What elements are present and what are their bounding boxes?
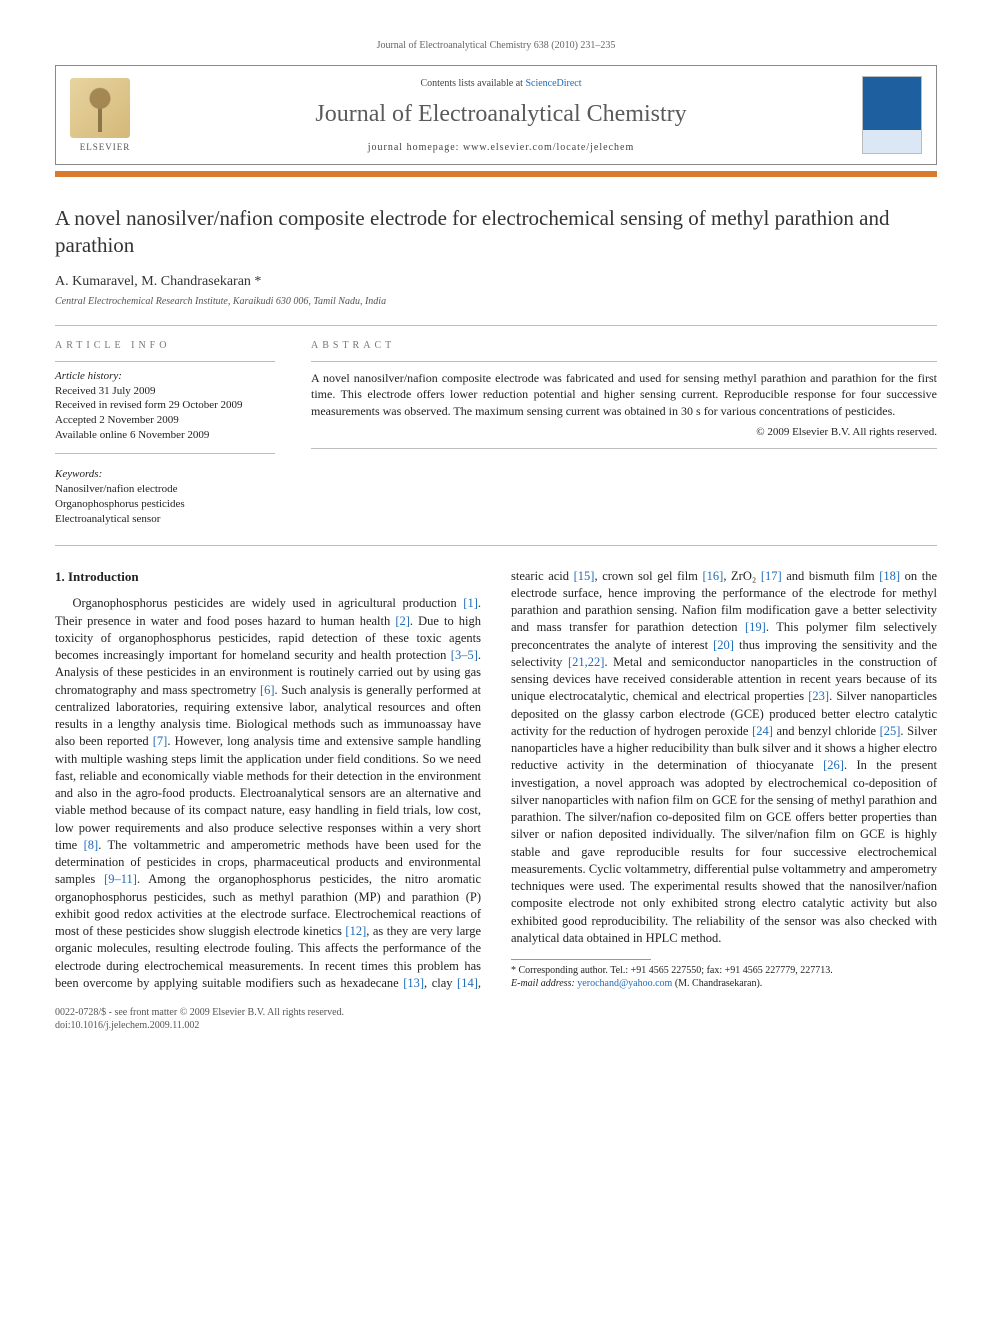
abstract-heading: ABSTRACT (311, 340, 937, 351)
front-matter-footer: 0022-0728/$ - see front matter © 2009 El… (55, 1006, 937, 1032)
article-history-label: Article history: (55, 370, 275, 382)
keywords-label: Keywords: (55, 468, 275, 480)
article-info-column: ARTICLE INFO Article history: Received 3… (55, 340, 275, 527)
ref-citation[interactable]: [1] (463, 596, 478, 610)
keyword-1: Nanosilver/nafion electrode (55, 482, 275, 497)
journal-cover-thumbnail (862, 76, 922, 154)
ref-citation[interactable]: [8] (84, 838, 99, 852)
article-title: A novel nanosilver/nafion composite elec… (55, 205, 937, 260)
ref-citation[interactable]: [16] (703, 569, 724, 583)
footnote-separator (511, 959, 651, 960)
history-received: Received 31 July 2009 (55, 384, 275, 399)
abstract-column: ABSTRACT A novel nanosilver/nafion compo… (311, 340, 937, 527)
email-label: E-mail address: (511, 978, 577, 989)
ref-citation[interactable]: [20] (713, 638, 734, 652)
history-online: Available online 6 November 2009 (55, 428, 275, 443)
abstract-copyright: © 2009 Elsevier B.V. All rights reserved… (311, 426, 937, 438)
authors: A. Kumaravel, M. Chandrasekaran * (55, 274, 937, 290)
doi-line: doi:10.1016/j.jelechem.2009.11.002 (55, 1019, 937, 1032)
introduction-paragraph: Organophosphorus pesticides are widely u… (55, 568, 937, 993)
ref-citation[interactable]: [2] (395, 614, 410, 628)
ref-citation[interactable]: [19] (745, 620, 766, 634)
keyword-2: Organophosphorus pesticides (55, 497, 275, 512)
email-suffix: (M. Chandrasekaran). (672, 978, 762, 989)
info-divider-2 (55, 453, 275, 454)
ref-citation[interactable]: [9–11] (104, 872, 137, 886)
section-heading-introduction: 1. Introduction (55, 568, 481, 586)
article-meta-row: ARTICLE INFO Article history: Received 3… (55, 326, 937, 545)
accent-bar (55, 171, 937, 177)
ref-citation[interactable]: [21,22] (568, 655, 604, 669)
ref-citation[interactable]: [15] (574, 569, 595, 583)
corr-note-text: * Corresponding author. Tel.: +91 4565 2… (511, 965, 833, 976)
ref-citation[interactable]: [26] (823, 758, 844, 772)
issn-line: 0022-0728/$ - see front matter © 2009 El… (55, 1006, 937, 1019)
ref-citation[interactable]: [12] (345, 924, 366, 938)
ref-citation[interactable]: [23] (808, 689, 829, 703)
contents-prefix: Contents lists available at (420, 78, 525, 89)
publisher-logo: ELSEVIER (70, 78, 140, 152)
history-revised: Received in revised form 29 October 2009 (55, 398, 275, 413)
ref-citation[interactable]: [6] (260, 683, 275, 697)
affiliation: Central Electrochemical Research Institu… (55, 296, 937, 307)
ref-citation[interactable]: [3–5] (451, 648, 478, 662)
abstract-text: A novel nanosilver/nafion composite elec… (311, 370, 937, 420)
journal-header-box: ELSEVIER Contents lists available at Sci… (55, 65, 937, 165)
ref-citation[interactable]: [18] (879, 569, 900, 583)
divider-before-body (55, 545, 937, 546)
article-info-heading: ARTICLE INFO (55, 340, 275, 351)
ref-citation[interactable]: [14] (457, 976, 478, 990)
corr-email-link[interactable]: yerochand@yahoo.com (577, 978, 672, 989)
ref-citation[interactable]: [25] (880, 724, 901, 738)
running-head: Journal of Electroanalytical Chemistry 6… (55, 40, 937, 51)
journal-homepage: journal homepage: www.elsevier.com/locat… (140, 142, 862, 153)
ref-citation[interactable]: [7] (153, 734, 168, 748)
journal-name: Journal of Electroanalytical Chemistry (140, 101, 862, 128)
keyword-3: Electroanalytical sensor (55, 512, 275, 527)
abstract-divider-bottom (311, 448, 937, 449)
article-body: 1. Introduction Organophosphorus pestici… (55, 568, 937, 993)
sciencedirect-link[interactable]: ScienceDirect (525, 78, 581, 89)
ref-citation[interactable]: [17] (761, 569, 782, 583)
contents-available-line: Contents lists available at ScienceDirec… (140, 78, 862, 89)
elsevier-tree-icon (70, 78, 130, 138)
ref-citation[interactable]: [24] (752, 724, 773, 738)
corresponding-author-note: * Corresponding author. Tel.: +91 4565 2… (511, 964, 937, 990)
history-accepted: Accepted 2 November 2009 (55, 413, 275, 428)
publisher-label: ELSEVIER (70, 142, 140, 152)
ref-citation[interactable]: [13] (403, 976, 424, 990)
